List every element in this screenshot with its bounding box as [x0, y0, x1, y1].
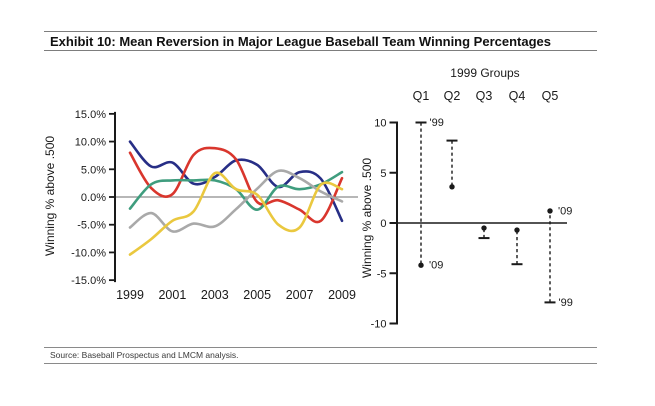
y-axis-title: Winning % above .500: [360, 158, 374, 278]
y-tick-label: -15.0%: [71, 275, 106, 287]
annotation-1999-Q1: '99: [430, 117, 444, 129]
y-tick-label: -10: [371, 319, 387, 331]
y-tick-label: 0.0%: [81, 192, 106, 204]
dot-2009-Q3: [481, 225, 487, 231]
y-tick-label: -5: [377, 268, 387, 280]
title-rule-bottom: [44, 50, 597, 51]
title-rule-top: [44, 31, 597, 32]
exhibit-title: Exhibit 10: Mean Reversion in Major Leag…: [50, 34, 552, 49]
group-header-Q4: Q4: [509, 89, 526, 103]
annotation-1999-Q5: '99: [559, 297, 573, 309]
y-tick-label: -5.0%: [77, 220, 106, 232]
source-note: Source: Baseball Prospectus and LMCM ana…: [50, 350, 239, 360]
annotation-2009-Q1: '09: [429, 260, 443, 272]
winning-pct-line-chart: 15.0% 10.0% 5.0% 0.0% -5.0% -10.0% -15.0% 1999 2…: [43, 109, 358, 302]
dot-2009-Q2: [449, 184, 455, 190]
y-tick-label: 15.0%: [75, 109, 106, 121]
y-tick-label: 5: [380, 168, 386, 180]
y-tick-label: 10: [374, 118, 386, 130]
annotation-2009-Q5: '09: [558, 205, 572, 217]
y-tick-label: -10.0%: [71, 247, 106, 259]
dot-2009-Q5: [547, 208, 553, 214]
x-tick-label: 2007: [286, 288, 314, 302]
group-header-Q3: Q3: [476, 89, 493, 103]
dot-2009-Q1: [418, 262, 424, 268]
group-header-Q2: Q2: [444, 89, 461, 103]
group-header-Q5: Q5: [542, 89, 559, 103]
y-tick-label: 5.0%: [81, 164, 106, 176]
group-header-Q1: Q1: [413, 89, 430, 103]
x-tick-label: 2005: [243, 288, 271, 302]
source-rule-top: [44, 347, 597, 348]
y-tick-label: 10.0%: [75, 137, 106, 149]
x-tick-label: 2003: [201, 288, 229, 302]
groups-title: 1999 Groups: [450, 66, 519, 80]
x-tick-label: 2001: [158, 288, 186, 302]
y-axis-title: Winning % above .500: [43, 136, 57, 256]
x-tick-label: 1999: [116, 288, 144, 302]
series-yellow-line: [128, 171, 344, 256]
x-tick-label: 2009: [328, 288, 356, 302]
y-tick-label: 0: [380, 218, 386, 230]
1999-groups-range-chart: 1999 Groups Q1 Q2 Q3 Q4 Q5 10 5 0 -5 -10 '99 '09 '99 '…: [360, 66, 573, 331]
source-rule-bottom: [44, 363, 597, 364]
dot-2009-Q4: [514, 227, 520, 233]
